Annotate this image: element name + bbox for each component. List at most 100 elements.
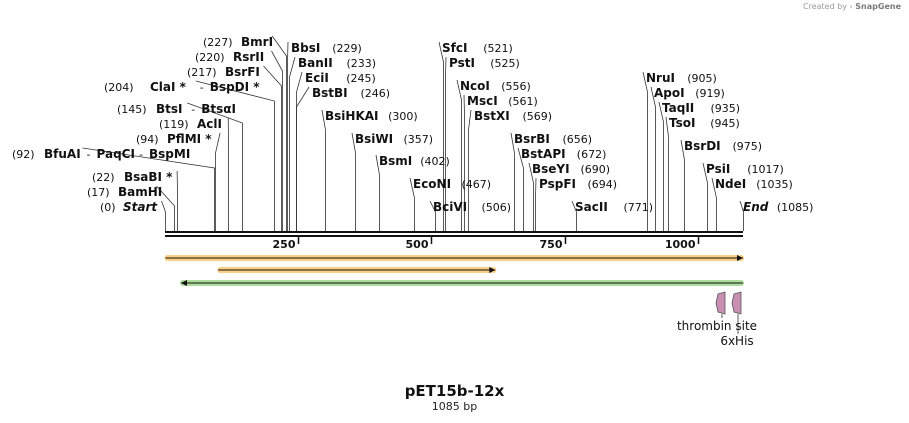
site-label-bsrdi[interactable]: BsrDI bbox=[684, 139, 721, 153]
site-label-bsmi[interactable]: BsmI bbox=[379, 154, 412, 168]
site-position-acli: (119) bbox=[159, 118, 189, 131]
site-label-bts-i[interactable]: BtsαI bbox=[201, 102, 236, 116]
site-position-start: (0) bbox=[100, 201, 116, 214]
site-position-bmri: (227) bbox=[203, 36, 233, 49]
site-label-apoi[interactable]: ApoI bbox=[654, 86, 685, 100]
site-line-start bbox=[161, 200, 166, 231]
credit-watermark: Created by › SnapGene bbox=[803, 2, 901, 11]
site-label-bstapi[interactable]: BstAPI bbox=[521, 147, 566, 161]
site-line-end bbox=[739, 200, 744, 231]
sequence-map: Start(0)BamHI(17)BsaBI *(22)BfuAI - PaqCI -… bbox=[12, 35, 813, 348]
site-line-ndei bbox=[711, 177, 717, 231]
site-label-bsabi[interactable]: BsaBI * bbox=[124, 170, 173, 184]
site-label-bamhi[interactable]: BamHI bbox=[118, 185, 162, 199]
site-position-bseyi: (690) bbox=[581, 163, 611, 176]
site-position-btsi: (145) bbox=[117, 103, 147, 116]
credit-prefix: Created by bbox=[802, 2, 847, 11]
plasmid-name: pET15b-12x bbox=[404, 382, 505, 400]
site-label-psti[interactable]: PstI bbox=[449, 56, 475, 70]
site-line-apoi bbox=[650, 86, 656, 231]
site-label-ncoi[interactable]: NcoI bbox=[460, 79, 490, 93]
site-label-bsrbi[interactable]: BsrBI bbox=[514, 132, 550, 146]
site-line-bseyi bbox=[528, 162, 534, 231]
site-position-bamhi: (17) bbox=[87, 186, 110, 199]
site-label-ndei[interactable]: NdeI bbox=[715, 177, 746, 191]
site-line-rsrii bbox=[271, 50, 283, 231]
site-label-msci[interactable]: MscI bbox=[467, 94, 498, 108]
site-line-bstbi bbox=[296, 86, 310, 231]
feature-orf-reverse[interactable] bbox=[179, 280, 744, 286]
site-line-ecii bbox=[296, 71, 303, 231]
tick-label-500: 500 bbox=[406, 238, 429, 251]
site-label-bstbi[interactable]: BstBI bbox=[312, 86, 348, 100]
site-label-start[interactable]: Start bbox=[123, 200, 158, 214]
site-label-bbsi[interactable]: BbsI bbox=[291, 41, 320, 55]
site-position-bsihkai: (300) bbox=[388, 110, 418, 123]
tick-label-750: 750 bbox=[540, 238, 563, 251]
site-position-rsrii: (220) bbox=[195, 51, 225, 64]
site-position-bsrdi: (975) bbox=[733, 140, 763, 153]
site-label-acli[interactable]: AclI bbox=[197, 117, 222, 131]
site-line-ncoi bbox=[456, 79, 462, 231]
site-label-bsrfi[interactable]: BsrFI bbox=[225, 65, 260, 79]
site-label-sacii[interactable]: SacII bbox=[575, 200, 608, 214]
site-position-psii: (1017) bbox=[747, 163, 784, 176]
site-label-rsrii[interactable]: RsrII bbox=[233, 50, 264, 64]
site-label-bmri[interactable]: BmrI bbox=[241, 35, 273, 49]
small-feature-thrombin-site[interactable]: thrombin site bbox=[677, 291, 757, 333]
small-feature-6xhis[interactable]: 6xHis bbox=[720, 291, 754, 348]
backbone-top-strand bbox=[165, 231, 743, 233]
site-label-bseyi[interactable]: BseYI bbox=[532, 162, 570, 176]
site-label-taqii[interactable]: TaqII bbox=[662, 101, 694, 115]
site-line-sacii bbox=[571, 200, 577, 231]
site-line-bmri bbox=[271, 35, 287, 231]
site-label-clai[interactable]: ClaI * bbox=[150, 80, 187, 94]
site-label-econi[interactable]: EcoNI bbox=[413, 177, 451, 191]
site-position-taqii: (935) bbox=[711, 102, 741, 115]
site-position-bsmi: (402) bbox=[420, 155, 450, 168]
site-label-banii[interactable]: BanII bbox=[298, 56, 333, 70]
site-separator: - bbox=[200, 81, 204, 94]
site-label-bsihkai[interactable]: BsiHKAI bbox=[325, 109, 379, 123]
site-position-bcivi: (506) bbox=[482, 201, 512, 214]
feature-orf-forward-full[interactable] bbox=[164, 255, 744, 261]
site-label-pspfi[interactable]: PspFI bbox=[539, 177, 576, 191]
site-label-bstxi[interactable]: BstXI bbox=[474, 109, 510, 123]
site-line-sfci bbox=[438, 41, 444, 231]
site-position-banii: (233) bbox=[347, 57, 377, 70]
site-label-bfuai[interactable]: BfuAI bbox=[44, 147, 81, 161]
site-label-pflmi[interactable]: PflMI * bbox=[167, 132, 212, 146]
site-line-bstxi bbox=[468, 109, 472, 231]
site-label-ecii[interactable]: EciI bbox=[305, 71, 329, 85]
site-label-bsiwi[interactable]: BsiWI bbox=[355, 132, 393, 146]
site-line-msci bbox=[463, 94, 465, 231]
site-label-btsi[interactable]: BtsI bbox=[156, 102, 183, 116]
site-line-tsoi bbox=[665, 116, 669, 231]
site-label-bspmi[interactable]: BspMI bbox=[149, 147, 190, 161]
site-line-bsrbi bbox=[510, 132, 515, 231]
site-position-pflmi: (94) bbox=[136, 133, 159, 146]
site-label-sfci[interactable]: SfcI bbox=[442, 41, 467, 55]
site-position-tsoi: (945) bbox=[710, 117, 740, 130]
site-label-end[interactable]: End bbox=[743, 200, 769, 214]
site-position-sfci: (521) bbox=[483, 42, 513, 55]
site-line-bfuai bbox=[82, 147, 215, 231]
site-separator: - bbox=[191, 103, 195, 116]
site-label-tsoi[interactable]: TsoI bbox=[669, 116, 695, 130]
site-label-paqci[interactable]: PaqCI bbox=[97, 147, 135, 161]
site-position-bsiwi: (357) bbox=[404, 133, 434, 146]
backbone-bottom-strand bbox=[165, 235, 743, 237]
site-label-nrui[interactable]: NruI bbox=[646, 71, 675, 85]
site-position-bstxi: (569) bbox=[523, 110, 553, 123]
site-label-psii[interactable]: PsiI bbox=[706, 162, 730, 176]
site-line-bbsi bbox=[287, 41, 289, 231]
site-position-ncoi: (556) bbox=[501, 80, 531, 93]
site-line-bsiwi bbox=[351, 132, 356, 231]
small-feature-label-6xhis: 6xHis bbox=[720, 334, 753, 348]
site-position-ndei: (1035) bbox=[756, 178, 793, 191]
site-label-bcivi[interactable]: BciVI bbox=[433, 200, 467, 214]
site-position-sacii: (771) bbox=[624, 201, 654, 214]
feature-orf-forward-short[interactable] bbox=[217, 267, 497, 273]
site-position-bbsi: (229) bbox=[332, 42, 362, 55]
site-label-bspdi[interactable]: BspDI * bbox=[210, 80, 260, 94]
